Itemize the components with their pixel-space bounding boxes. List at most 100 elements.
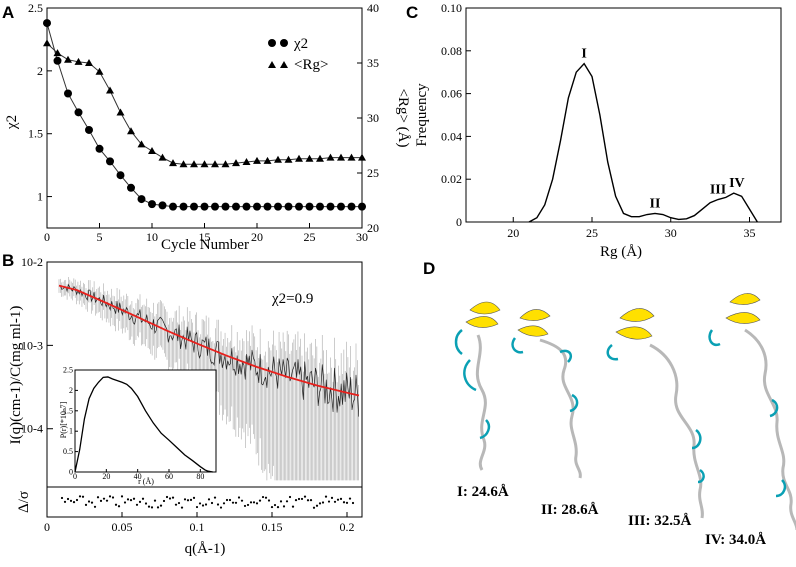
point-chi2	[221, 202, 230, 211]
panel-b-xlabel: q(Å-1)	[185, 541, 226, 557]
residual-point	[342, 501, 346, 504]
panel-d-letter: D	[423, 259, 435, 278]
y-tick-label: 10-2	[21, 255, 43, 269]
residual-point	[327, 500, 331, 503]
point-chi2	[263, 202, 272, 211]
residual-point	[159, 504, 163, 507]
residual-point	[201, 504, 205, 507]
residual-point	[84, 503, 88, 506]
residual-point	[135, 503, 139, 506]
residual-point	[69, 499, 73, 502]
residual-point	[276, 505, 280, 509]
point-chi2	[148, 200, 156, 209]
residual-point	[117, 505, 121, 508]
point-rg	[305, 154, 314, 162]
inset-ylabel: P(r)[*10-7]	[59, 401, 68, 438]
residual-point	[111, 496, 115, 499]
inset-pr-curve	[74, 376, 213, 473]
point-rg	[200, 160, 209, 168]
residual-point	[330, 496, 334, 499]
legend-marker-rg	[268, 61, 276, 68]
panel-c-letter: C	[406, 3, 418, 22]
panel-b-letter: B	[2, 251, 14, 270]
point-chi2	[211, 202, 219, 211]
y-tick-label: 2.5	[28, 1, 43, 15]
inset-x-tick-label: 0	[73, 472, 77, 481]
inset-y-tick-label: 0.5	[63, 447, 73, 456]
point-rg	[263, 156, 272, 164]
residual-point	[270, 505, 274, 509]
residual-point	[282, 505, 286, 508]
residual-point	[186, 499, 190, 502]
residual-point	[105, 499, 109, 502]
residual-point	[312, 506, 316, 509]
y-tick-label: 0.08	[441, 44, 462, 58]
residual-point	[60, 496, 64, 500]
residual-point	[351, 501, 355, 505]
residual-point	[132, 497, 136, 500]
residual-point	[174, 503, 178, 506]
x-tick-label: 30	[356, 230, 368, 244]
point-chi2	[316, 202, 324, 211]
point-rg	[95, 67, 104, 75]
coil	[539, 338, 582, 479]
y-tick-label: 0.06	[441, 87, 462, 101]
residual-point	[168, 497, 172, 500]
structure-label-ii: II: 28.6Å	[541, 502, 599, 518]
residual-point	[252, 501, 256, 504]
y-tick-label: 2	[37, 64, 43, 78]
inset-xlabel: r (Å)	[138, 477, 154, 486]
x-tick-label: 0	[44, 230, 50, 244]
residual-point	[261, 495, 265, 499]
point-chi2	[337, 202, 345, 211]
peak-label: IV	[729, 176, 745, 191]
x-tick-label: 25	[586, 226, 598, 240]
residual-point	[195, 505, 199, 509]
residual-point	[219, 506, 223, 509]
inset-y-tick-label: 1.5	[63, 406, 73, 415]
residual-point	[81, 495, 85, 498]
y-tick-label: 1.5	[28, 127, 43, 141]
residual-point	[102, 497, 106, 500]
residual-point	[294, 499, 298, 502]
inset-x-tick-label: 20	[102, 472, 110, 481]
beta-sheet	[725, 293, 761, 324]
residual-point	[231, 501, 235, 504]
structure-label-iv: IV: 34.0Å	[705, 532, 766, 548]
residual-point	[189, 498, 193, 501]
point-rg	[169, 159, 177, 167]
panel-a: A 0 5 10 15 20 25 30 1 1.5 2 2.5 20 25 30 35 40 Cycle N…	[2, 1, 411, 253]
point-chi2	[179, 202, 188, 211]
residual-point	[300, 497, 304, 501]
point-chi2	[95, 144, 104, 153]
point-rg	[337, 153, 345, 161]
beta-sheet	[517, 309, 551, 337]
residual-point	[156, 506, 160, 509]
residual-point	[318, 502, 322, 505]
x-tick-label: 0	[44, 520, 50, 534]
x-tick-label: 0.1	[190, 520, 205, 534]
residual-point	[150, 506, 154, 509]
point-rg	[274, 155, 282, 163]
legend-marker-rg	[280, 61, 288, 68]
residual-point	[183, 498, 187, 501]
x-tick-label: 10	[146, 230, 158, 244]
residual-point	[348, 497, 352, 500]
x-tick-label: 20	[507, 226, 519, 240]
point-rg	[74, 57, 83, 65]
series-line	[46, 22, 362, 208]
point-chi2	[295, 202, 303, 211]
residual-point	[228, 498, 232, 502]
point-rg	[358, 153, 366, 161]
x-tick-label: 0.05	[112, 520, 133, 534]
residual-point	[66, 497, 70, 501]
panel-a-xlabel: Cycle Number	[161, 237, 249, 253]
panel-c-series	[528, 62, 758, 223]
point-chi2	[64, 89, 72, 98]
point-rg	[137, 140, 146, 148]
residual-point	[309, 499, 313, 502]
residual-point	[144, 502, 148, 505]
frequency-curve	[528, 62, 758, 223]
point-chi2	[127, 183, 135, 192]
